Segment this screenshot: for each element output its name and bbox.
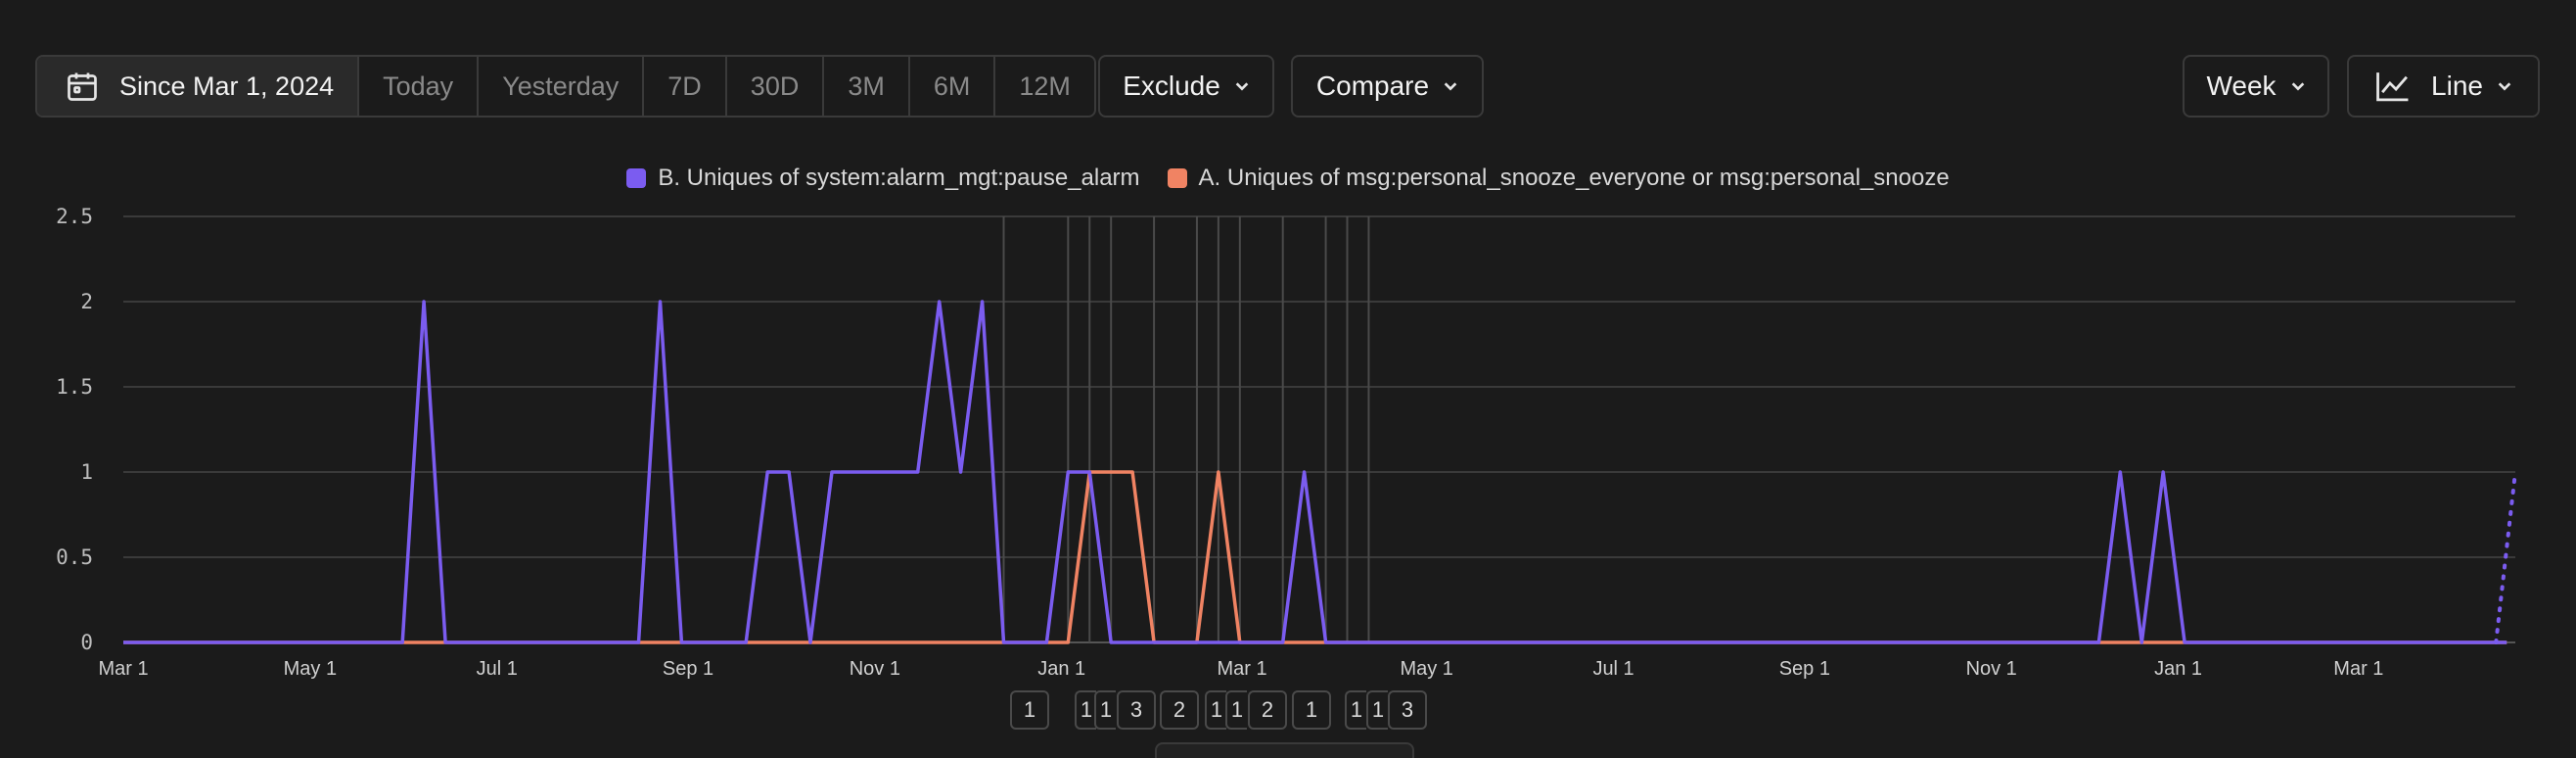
x-tick-label: Sep 1 — [1779, 658, 1830, 680]
chart-legend: B. Uniques of system:alarm_mgt:pause_ala… — [0, 165, 2576, 192]
annotation-marker[interactable]: 1 — [1075, 690, 1096, 730]
date-range-picker-button[interactable]: Since Mar 1, 2024 — [37, 57, 360, 116]
x-tick-label: Mar 1 — [1217, 658, 1266, 680]
x-tick-label: Sep 1 — [663, 658, 713, 680]
annotation-marker[interactable]: 3 — [1388, 690, 1427, 730]
series-line[interactable] — [123, 300, 2507, 644]
chevron-down-icon — [1444, 82, 1457, 91]
exclude-button[interactable]: Exclude — [1098, 55, 1274, 118]
date-range-selector: Since Mar 1, 2024 Today Yesterday 7D 30D… — [35, 55, 1096, 118]
chart-type-label: Line — [2431, 71, 2483, 101]
y-axis: 0 0.5 1 1.5 2 2.5 — [56, 205, 93, 654]
compare-button[interactable]: Compare — [1291, 55, 1484, 118]
annotation-marker[interactable]: 1 — [1094, 690, 1116, 730]
compare-label: Compare — [1315, 71, 1430, 101]
x-tick-label: Mar 1 — [98, 658, 148, 680]
y-tick-label: 1 — [80, 460, 93, 484]
date-range-label: Since Mar 1, 2024 — [119, 71, 335, 101]
legend-swatch-series-a — [1167, 168, 1187, 188]
x-tick-label: Jul 1 — [1592, 658, 1633, 680]
x-tick-label: May 1 — [284, 658, 337, 680]
annotation-marker[interactable]: 1 — [1366, 690, 1388, 730]
x-tick-label: Mar 1 — [2333, 658, 2383, 680]
preset-12m[interactable]: 12M — [1019, 71, 1071, 101]
toolbar: Since Mar 1, 2024 Today Yesterday 7D 30D… — [35, 55, 2541, 118]
preset-3m[interactable]: 3M — [824, 57, 910, 116]
x-axis: Mar 1 May 1 Jul 1 Sep 1 Nov 1 Jan 1 Mar 1 May 1… — [98, 658, 2383, 680]
partial-period-line — [2494, 470, 2517, 644]
chevron-down-icon — [1235, 82, 1249, 91]
x-tick-label: Jul 1 — [477, 658, 518, 680]
x-tick-label: Jan 1 — [2154, 658, 2202, 680]
y-tick-label: 2.5 — [56, 205, 93, 228]
chevron-down-icon — [2498, 82, 2511, 91]
chevron-down-icon — [2291, 82, 2304, 91]
legend-item-series-b[interactable]: B. Uniques of system:alarm_mgt:pause_ala… — [626, 165, 1140, 192]
legend-item-series-a[interactable]: A. Uniques of msg:personal_snooze_everyo… — [1167, 165, 1950, 192]
annotation-marker[interactable]: 1 — [1225, 690, 1247, 730]
x-tick-label: Nov 1 — [1966, 658, 2017, 680]
interval-week-button[interactable]: Week — [2183, 55, 2329, 118]
x-tick-label: Jan 1 — [1037, 658, 1085, 680]
legend-label-series-b: B. Uniques of system:alarm_mgt:pause_ala… — [658, 165, 1140, 191]
annotation-marker[interactable]: 3 — [1117, 690, 1156, 730]
chart-type-button[interactable]: Line — [2347, 55, 2540, 118]
annotation-marker[interactable]: 2 — [1160, 690, 1199, 730]
legend-swatch-series-b — [626, 168, 647, 188]
interval-label: Week — [2206, 71, 2277, 101]
calendar-icon — [68, 72, 97, 101]
annotation-marker[interactable]: 1 — [1345, 690, 1366, 730]
line-chart-icon — [2376, 72, 2409, 102]
preset-7d[interactable]: 7D — [644, 57, 727, 116]
annotation-marker[interactable]: 1 — [1205, 690, 1226, 730]
y-tick-label: 1.5 — [56, 375, 93, 399]
y-tick-label: 0.5 — [56, 545, 93, 569]
annotation-marker[interactable]: 1 — [1292, 690, 1331, 730]
annotation-marker[interactable]: 1 — [1010, 690, 1049, 730]
legend-label-series-a: A. Uniques of msg:personal_snooze_everyo… — [1198, 165, 1950, 191]
preset-yesterday[interactable]: Yesterday — [479, 57, 645, 116]
x-tick-label: May 1 — [1400, 658, 1452, 680]
line-chart: 0 0.5 1 1.5 2 2.5 Mar 1 May 1 Jul 1 Sep 1 Nov 1 Ja… — [56, 205, 2517, 680]
preset-30d[interactable]: 30D — [727, 57, 825, 116]
preset-today[interactable]: Today — [359, 57, 480, 116]
annotation-lines — [1002, 216, 1370, 642]
x-tick-label: Nov 1 — [850, 658, 900, 680]
preset-6m[interactable]: 6M — [910, 57, 996, 116]
y-tick-label: 2 — [80, 290, 93, 313]
bottom-controls[interactable] — [1155, 742, 1414, 758]
y-tick-label: 0 — [80, 631, 93, 654]
exclude-label: Exclude — [1123, 71, 1220, 101]
chart-series — [123, 300, 2517, 644]
annotation-marker[interactable]: 2 — [1248, 690, 1287, 730]
